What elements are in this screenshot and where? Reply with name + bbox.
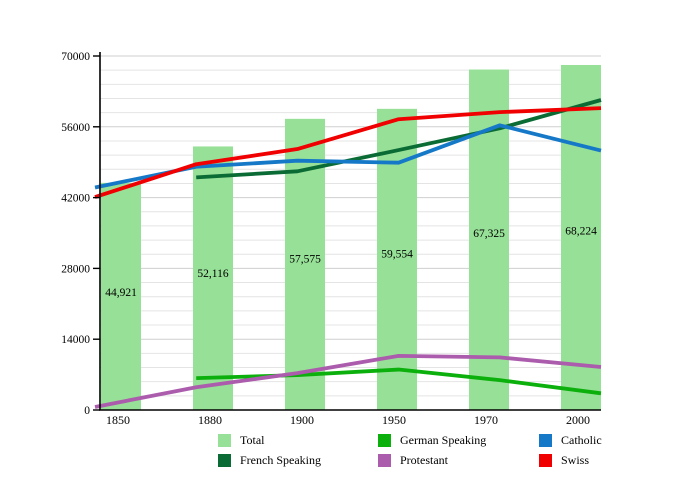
legend-label-german-speaking: German Speaking bbox=[400, 432, 487, 447]
bar-label-1950: 59,554 bbox=[381, 248, 413, 260]
chart-legend: Total German Speaking Catholic French Sp… bbox=[218, 430, 700, 470]
y-tick-label: 0 bbox=[84, 405, 90, 417]
legend-label-swiss: Swiss bbox=[561, 452, 590, 467]
bar-label-1850: 44,921 bbox=[105, 287, 137, 299]
bar-total-2000 bbox=[561, 64, 601, 411]
y-tick-label: 42000 bbox=[61, 193, 90, 205]
y-tick-label: 56000 bbox=[61, 122, 90, 134]
legend-swatch-swiss bbox=[539, 453, 552, 467]
legend-item-total: Total bbox=[218, 430, 378, 450]
y-tick-label: 70000 bbox=[61, 51, 90, 63]
legend-item-swiss: Swiss bbox=[539, 450, 700, 470]
bar-total-1880 bbox=[193, 146, 233, 410]
bar-label-2000: 68,224 bbox=[565, 226, 597, 238]
line-protestant bbox=[94, 353, 602, 409]
legend-label-protestant: Protestant bbox=[400, 452, 448, 467]
legend-label-catholic: Catholic bbox=[561, 432, 602, 447]
legend-swatch-protestant bbox=[378, 453, 391, 467]
legend-swatch-total bbox=[218, 433, 231, 447]
x-tick-label-1970: 1970 bbox=[474, 413, 498, 427]
legend-label-french-speaking: French Speaking bbox=[240, 452, 321, 467]
legend-swatch-french-speaking bbox=[218, 453, 231, 467]
legend-swatch-german-speaking bbox=[378, 433, 391, 447]
x-tick-label-1950: 1950 bbox=[382, 413, 406, 427]
x-tick-label-2000: 2000 bbox=[566, 413, 590, 427]
y-tick-label: 14000 bbox=[61, 334, 90, 346]
legend-label-total: Total bbox=[240, 432, 265, 447]
legend-item-french-speaking: French Speaking bbox=[218, 450, 378, 470]
x-tick-label-1880: 1880 bbox=[198, 413, 222, 427]
x-tick-label-1850: 1850 bbox=[106, 413, 130, 427]
legend-item-protestant: Protestant bbox=[378, 450, 539, 470]
legend-item-catholic: Catholic bbox=[539, 430, 700, 450]
legend-item-german-speaking: German Speaking bbox=[378, 430, 539, 450]
bar-total-1850 bbox=[101, 182, 141, 410]
x-tick-label-1900: 1900 bbox=[290, 413, 314, 427]
line-swiss bbox=[94, 106, 602, 199]
legend-swatch-catholic bbox=[539, 433, 552, 447]
y-tick-label: 28000 bbox=[61, 263, 90, 275]
line-french-speaking bbox=[196, 98, 602, 180]
bar-label-1970: 67,325 bbox=[473, 228, 505, 240]
bar-label-1900: 57,575 bbox=[289, 254, 321, 266]
bar-label-1880: 52,116 bbox=[197, 268, 228, 280]
